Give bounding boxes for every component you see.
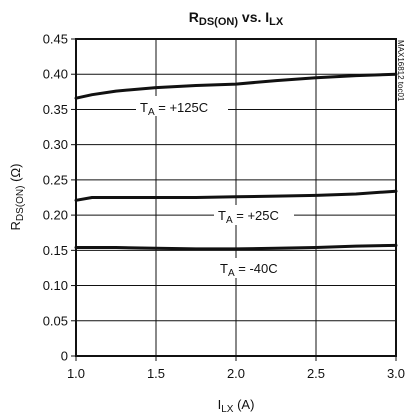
- y-tick-label: 0.05: [43, 313, 68, 328]
- y-tick-label: 0.40: [43, 67, 68, 82]
- y-tick-label: 0.15: [43, 243, 68, 258]
- x-tick-label: 1.0: [67, 366, 85, 381]
- x-tick-label: 2.0: [227, 366, 245, 381]
- series-label-bg-1: [214, 205, 294, 225]
- series-label-bg-0: [136, 96, 228, 116]
- x-axis-label: ILX (A): [218, 397, 255, 415]
- x-tick-label: 2.5: [307, 366, 325, 381]
- y-tick-label: 0.35: [43, 102, 68, 117]
- series-line-2: [74, 243, 398, 251]
- series-labels: TA = +125C TA = +25C TA = -40C: [136, 96, 294, 279]
- y-tick-label: 0.45: [43, 32, 68, 47]
- series-label-1: TA = +25C: [218, 208, 279, 226]
- series-line-1: [74, 189, 398, 202]
- series-label-bg-2: [216, 258, 292, 278]
- series-line-0: [74, 72, 398, 100]
- y-tick-label: 0.10: [43, 278, 68, 293]
- series-lines: [74, 72, 398, 251]
- figure-id-label: MAX16812 toc01: [396, 40, 405, 102]
- x-axis-ticks: 1.0 1.5 2.0 2.5 3.0: [67, 356, 405, 381]
- chart-title: RDS(ON) vs. ILX: [189, 9, 284, 28]
- series-label-2: TA = -40C: [220, 261, 278, 279]
- series-label-0: TA = +125C: [140, 100, 208, 118]
- y-axis-label: RDS(ON) (Ω): [8, 164, 26, 231]
- y-tick-label: 0.30: [43, 137, 68, 152]
- y-axis-ticks: 0 0.05 0.10 0.15 0.20 0.25 0.30 0.35 0.40 0.45: [43, 32, 76, 364]
- y-tick-label: 0.25: [43, 172, 68, 187]
- y-tick-label: 0.20: [43, 208, 68, 223]
- y-tick-label: 0: [61, 349, 68, 364]
- x-tick-label: 3.0: [387, 366, 405, 381]
- x-tick-label: 1.5: [147, 366, 165, 381]
